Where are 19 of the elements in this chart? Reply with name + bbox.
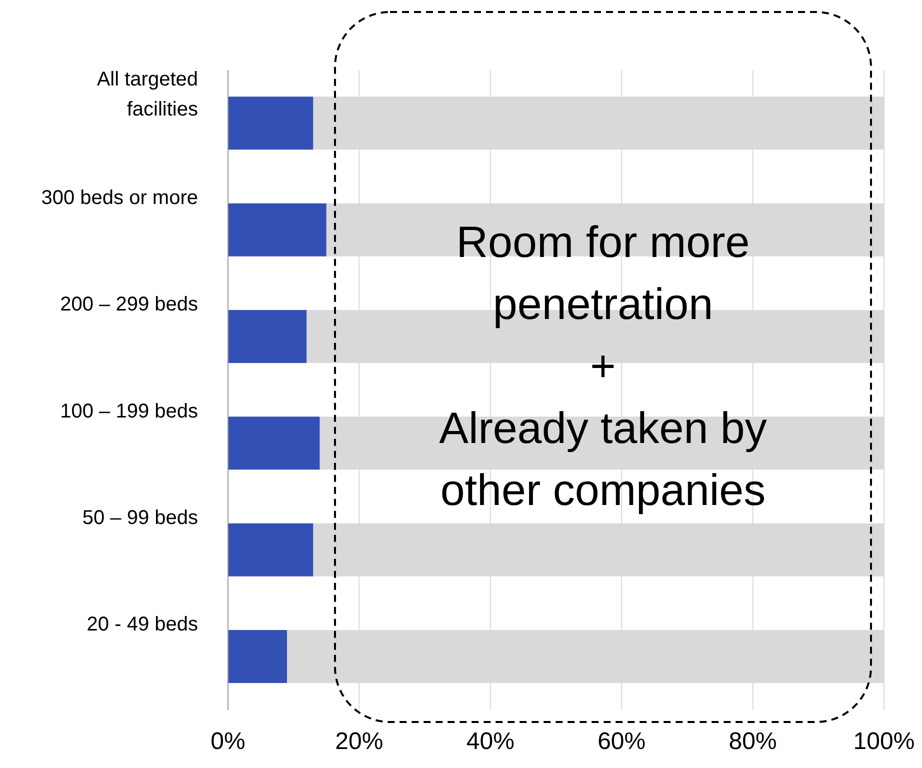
bar: [228, 630, 288, 683]
y-tick-label: 50 – 99 beds: [82, 507, 198, 529]
x-tick-label: 0%: [210, 728, 246, 756]
bar: [228, 96, 314, 150]
bar: [228, 416, 320, 470]
y-tick-label: 100 – 199 beds: [60, 400, 198, 422]
annotation: Room for more penetration + Already taken by other companies: [438, 217, 768, 517]
x-tick-label: 80%: [728, 728, 777, 756]
bar: [228, 310, 307, 363]
bar: [228, 203, 326, 256]
x-tick-label: 60%: [598, 728, 646, 756]
x-tick-label: 40%: [466, 728, 514, 756]
bar: [228, 523, 314, 576]
y-tick-label: 300 beds or more: [41, 187, 198, 209]
y-tick-label: All targeted facilities: [96, 68, 198, 120]
y-tick-label: 20 - 49 beds: [86, 614, 198, 636]
x-tick-label: 100%: [853, 728, 915, 756]
x-tick-label: 20%: [335, 728, 384, 756]
y-tick-label: 200 – 299 beds: [60, 294, 198, 316]
